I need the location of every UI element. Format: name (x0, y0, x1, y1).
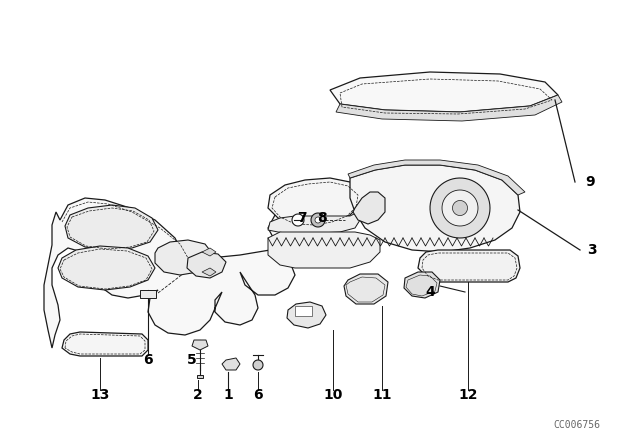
Polygon shape (292, 214, 304, 226)
Polygon shape (268, 232, 380, 268)
Text: 7: 7 (297, 211, 307, 225)
Text: 2: 2 (193, 388, 203, 402)
Polygon shape (44, 198, 318, 348)
Polygon shape (311, 213, 325, 227)
Polygon shape (192, 340, 208, 350)
Text: CC006756: CC006756 (553, 420, 600, 430)
Text: 6: 6 (143, 353, 153, 367)
Polygon shape (418, 250, 520, 282)
Polygon shape (62, 332, 148, 356)
Text: 1: 1 (223, 388, 233, 402)
Polygon shape (442, 190, 478, 226)
Polygon shape (330, 72, 558, 112)
Polygon shape (58, 246, 155, 290)
Text: 5: 5 (187, 353, 197, 367)
Polygon shape (140, 290, 156, 298)
Polygon shape (202, 268, 216, 276)
Polygon shape (268, 212, 360, 234)
Polygon shape (452, 201, 467, 215)
Polygon shape (202, 248, 216, 256)
Text: 13: 13 (90, 388, 109, 402)
Text: 6: 6 (253, 388, 263, 402)
Polygon shape (350, 165, 520, 252)
Polygon shape (287, 302, 326, 328)
Polygon shape (348, 160, 525, 195)
Text: 12: 12 (458, 388, 477, 402)
Text: 10: 10 (323, 388, 342, 402)
Polygon shape (253, 360, 263, 370)
Text: 4: 4 (425, 285, 435, 299)
Polygon shape (268, 178, 362, 226)
Polygon shape (344, 274, 388, 304)
Polygon shape (155, 240, 212, 275)
Polygon shape (315, 217, 321, 223)
Polygon shape (222, 358, 240, 370)
Text: 11: 11 (372, 388, 392, 402)
Polygon shape (404, 272, 440, 298)
Text: 8: 8 (317, 211, 327, 225)
Polygon shape (430, 178, 490, 238)
Polygon shape (187, 252, 226, 278)
Text: 9: 9 (585, 175, 595, 189)
Polygon shape (295, 306, 312, 316)
Polygon shape (65, 205, 158, 250)
Text: 3: 3 (587, 243, 597, 257)
Polygon shape (336, 95, 562, 121)
Polygon shape (197, 375, 203, 378)
Polygon shape (353, 192, 385, 224)
